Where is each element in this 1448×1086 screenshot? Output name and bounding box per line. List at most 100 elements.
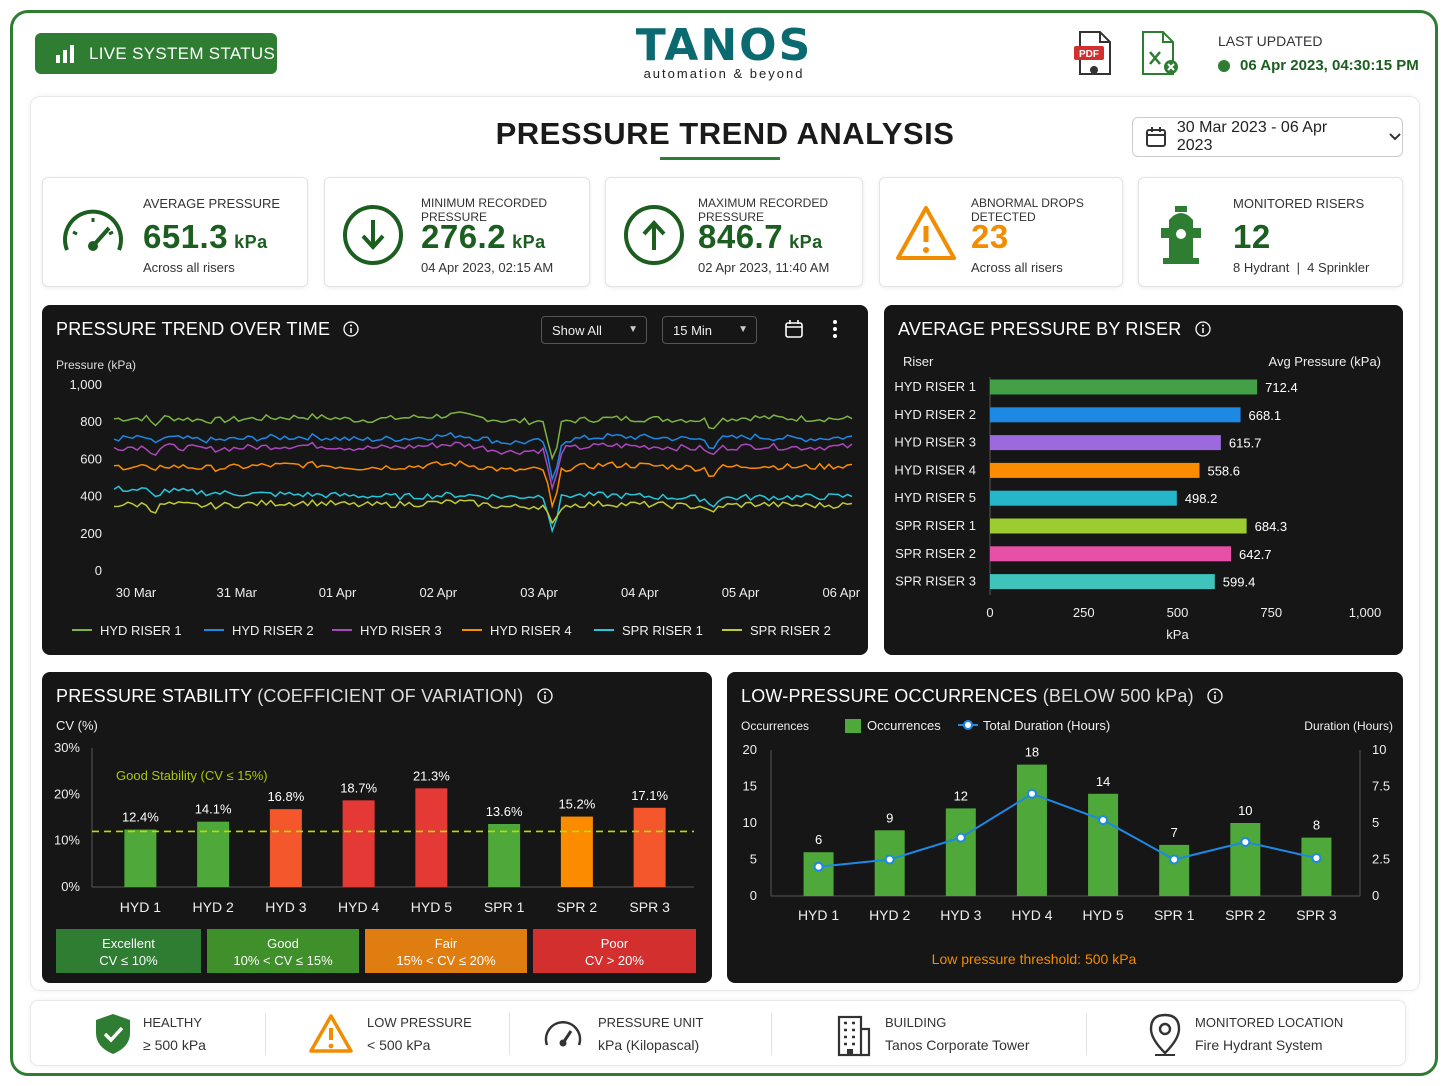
live-status-button[interactable]: LIVE SYSTEM STATUS (35, 33, 277, 74)
legend-swatch (845, 719, 861, 733)
footer-location: MONITORED LOCATION Fire Hydrant System (1143, 1001, 1373, 1067)
x-tick-label: SPR 2 (557, 899, 598, 915)
legend-label: SPR RISER 2 (750, 623, 831, 638)
info-icon[interactable] (343, 321, 360, 337)
bar (945, 808, 976, 896)
series-filter-select[interactable]: Show All ▼ (541, 316, 647, 344)
footer-value: ≥ 500 kPa (143, 1037, 206, 1053)
kpi-min-pressure: MINIMUM RECORDED PRESSURE 276.2 kPa 04 Ap… (324, 177, 590, 287)
legend-marker (963, 720, 973, 730)
data-label: 12.4% (122, 810, 159, 825)
brand-name: TANOS (635, 20, 813, 71)
x-tick-label: 0 (986, 605, 993, 620)
x-tick-label: 01 Apr (319, 585, 357, 600)
footer-title: LOW PRESSURE (367, 1015, 472, 1030)
y-tick-label: 0% (61, 879, 80, 894)
bar (488, 823, 521, 887)
data-label: 8 (1313, 818, 1320, 833)
threshold-label: Good Stability (CV ≤ 15%) (116, 768, 268, 783)
duration-point (1098, 815, 1109, 826)
data-label: 10 (1238, 803, 1252, 818)
kpi-label: AVERAGE PRESSURE (143, 196, 281, 211)
footer-low-pressure: LOW PRESSURE < 500 kPa (309, 1001, 509, 1067)
hydrant-icon (1161, 206, 1201, 264)
bar (560, 816, 593, 887)
kpi-label: MINIMUM RECORDED PRESSURE (421, 196, 547, 224)
kpi-label: MONITORED RISERS (1233, 196, 1365, 211)
data-label: 668.1 (1249, 408, 1282, 423)
y-tick-label: 1,000 (69, 377, 102, 392)
category-label: HYD RISER 2 (894, 407, 976, 422)
legend-name: Poor (601, 936, 629, 951)
date-range-value: 30 Mar 2023 - 06 Apr 2023 (1176, 119, 1328, 154)
legend-label: HYD RISER 1 (100, 623, 182, 638)
legend-label: HYD RISER 4 (490, 623, 572, 638)
legend-name: Good (267, 936, 299, 951)
x-tick-label: 30 Mar (116, 585, 157, 600)
kpi-value: 846.7 (698, 218, 784, 255)
legend-label: HYD RISER 3 (360, 623, 442, 638)
interval-value: 15 Min (673, 322, 713, 338)
kpi-sub: 8 Hydrant | 4 Sprinkler (1233, 260, 1370, 275)
series-filter-value: Show All (552, 322, 602, 338)
kpi-label: ABNORMAL DROPS DETECTED (971, 196, 1084, 224)
y-tick-label: 800 (80, 414, 102, 429)
category-label: SPR RISER 3 (895, 574, 976, 589)
category-label: HYD RISER 1 (894, 379, 976, 394)
more-options-icon[interactable] (830, 319, 840, 339)
x-tick-label: 03 Apr (520, 585, 558, 600)
gauge-icon (544, 1021, 582, 1047)
data-label: 16.8% (267, 789, 304, 804)
kpi-label: MAXIMUM RECORDED PRESSURE (698, 196, 829, 224)
legend-range: 10% < CV ≤ 15% (233, 953, 333, 968)
duration-point (1026, 788, 1037, 799)
location-pin-icon (1149, 1013, 1181, 1056)
bar (1301, 837, 1332, 896)
excel-export-icon[interactable] (1137, 30, 1181, 78)
x-tick-label: HYD 5 (411, 899, 452, 915)
kpi-sub: Across all risers (143, 260, 235, 275)
info-icon[interactable] (1194, 321, 1211, 337)
interval-select[interactable]: 15 Min ▼ (662, 316, 757, 344)
stability-legend-block (56, 929, 201, 973)
kpi-value: 651.3 (143, 218, 229, 255)
bar (990, 462, 1200, 478)
kpi-sub: 04 Apr 2023, 02:15 AM (421, 260, 554, 275)
x-tick-label: HYD 3 (940, 907, 981, 923)
x-tick-label: HYD 3 (265, 899, 306, 915)
y-tick-label: 600 (80, 451, 102, 466)
info-icon[interactable] (1207, 688, 1223, 704)
arrow-up-circle-icon (624, 205, 684, 265)
footer-title: PRESSURE UNIT (598, 1015, 704, 1030)
footer-bar: HEALTHY ≥ 500 kPa LOW PRESSURE < 500 kPa… (30, 1000, 1406, 1066)
kpi-max-pressure: MAXIMUM RECORDED PRESSURE 846.7 kPa 02 Ap… (605, 177, 863, 287)
stability-card: PRESSURE STABILITY (COEFFICIENT OF VARIA… (42, 672, 712, 983)
bar (990, 574, 1215, 590)
x-tick-label: SPR 3 (1296, 907, 1337, 923)
x-tick-label: HYD 1 (120, 899, 161, 915)
legend-label: HYD RISER 2 (232, 623, 314, 638)
footer-divider (265, 1013, 266, 1055)
legend-name: Fair (435, 936, 458, 951)
bar (1016, 764, 1047, 896)
footer-value: Tanos Corporate Tower (885, 1037, 1030, 1053)
footer-title: MONITORED LOCATION (1195, 1015, 1344, 1030)
calendar-icon[interactable] (784, 319, 804, 339)
legend-range: 15% < CV ≤ 20% (396, 953, 496, 968)
x-tick-label: SPR 2 (1225, 907, 1266, 923)
bar (990, 490, 1177, 506)
riser-average-chart: Riser Avg Pressure (kPa) HYD RISER 1 712.4 H… (894, 354, 1381, 642)
info-icon[interactable] (536, 688, 553, 704)
pdf-export-icon[interactable]: PDF (1072, 30, 1114, 78)
footer-healthy: HEALTHY ≥ 500 kPa (91, 1001, 291, 1067)
trend-title: PRESSURE TREND OVER TIME (56, 319, 360, 340)
y-tick-label: 10% (54, 833, 80, 848)
kpi-unit: kPa (234, 232, 268, 252)
pressure-trend-card: PRESSURE TREND OVER TIME Show All ▼ 15 Mi… (42, 305, 868, 655)
low-pressure-card: LOW-PRESSURE OCCURRENCES (BELOW 500 kPa)… (727, 672, 1403, 983)
category-label: SPR RISER 2 (895, 546, 976, 561)
footer-divider (771, 1013, 772, 1055)
date-range-picker[interactable]: 30 Mar 2023 - 06 Apr 2023 (1132, 117, 1403, 157)
category-label: SPR RISER 1 (895, 518, 976, 533)
main-panel (30, 96, 1420, 991)
